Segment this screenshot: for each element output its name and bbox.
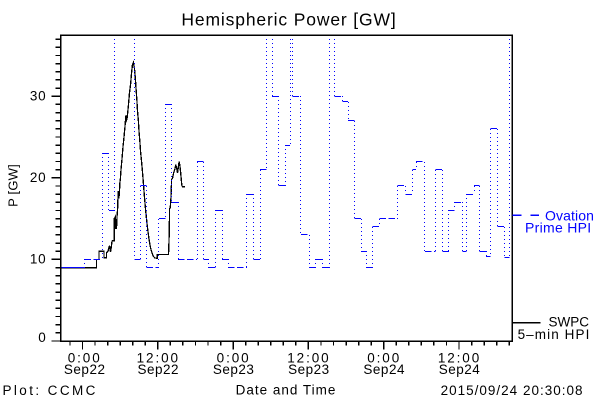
svg-text:12:00: 12:00 — [137, 351, 180, 366]
svg-text:Sep24: Sep24 — [363, 362, 405, 377]
svg-text:2015/09/24 20:30:08: 2015/09/24 20:30:08 — [441, 383, 584, 398]
svg-text:10: 10 — [30, 252, 47, 267]
svg-text:SWPC: SWPC — [549, 314, 590, 329]
svg-text:12:00: 12:00 — [438, 351, 481, 366]
svg-text:Sep23: Sep23 — [288, 362, 330, 377]
svg-text:Sep22: Sep22 — [64, 362, 106, 377]
svg-text:Sep23: Sep23 — [213, 362, 255, 377]
svg-text:20: 20 — [30, 170, 47, 185]
svg-text:5–min HPI: 5–min HPI — [518, 327, 591, 342]
svg-text:Sep24: Sep24 — [439, 362, 481, 377]
svg-text:0:00: 0:00 — [217, 351, 251, 366]
svg-text:0:00: 0:00 — [367, 351, 401, 366]
svg-text:Plot: CCMC: Plot: CCMC — [3, 383, 98, 398]
svg-text:30: 30 — [30, 89, 47, 104]
svg-text:Ovation: Ovation — [545, 207, 594, 223]
svg-text:0: 0 — [38, 330, 46, 345]
svg-text:Date and Time: Date and Time — [236, 383, 337, 398]
svg-text:Prime HPI: Prime HPI — [525, 219, 592, 235]
svg-text:0:00: 0:00 — [68, 351, 102, 366]
svg-text:12:00: 12:00 — [287, 351, 330, 366]
svg-text:Sep22: Sep22 — [138, 362, 180, 377]
svg-text:P [GW]: P [GW] — [6, 164, 21, 207]
svg-text:Hemispheric Power [GW]: Hemispheric Power [GW] — [181, 10, 396, 30]
